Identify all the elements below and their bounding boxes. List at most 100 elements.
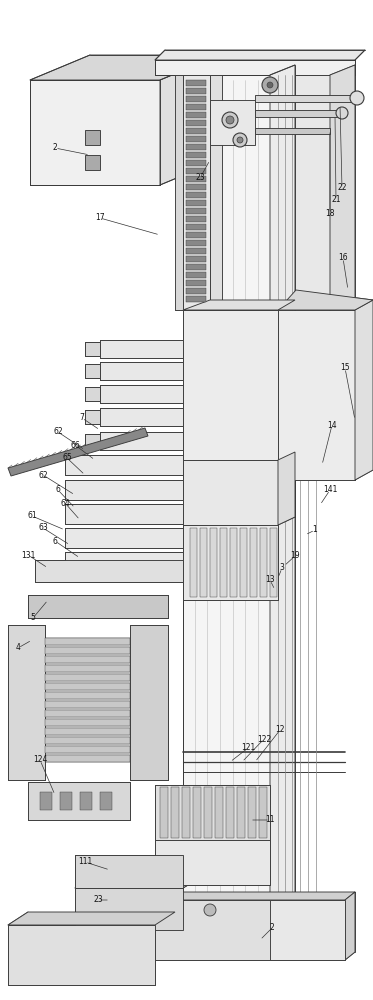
Polygon shape	[186, 224, 206, 230]
Polygon shape	[171, 787, 179, 838]
Polygon shape	[215, 787, 223, 838]
Polygon shape	[45, 683, 130, 690]
Polygon shape	[355, 300, 373, 480]
Text: 11: 11	[265, 816, 275, 824]
Polygon shape	[186, 288, 206, 294]
Polygon shape	[186, 240, 206, 246]
Text: 64: 64	[60, 498, 70, 508]
Polygon shape	[130, 625, 168, 780]
Polygon shape	[85, 342, 100, 356]
Polygon shape	[250, 528, 257, 597]
Polygon shape	[278, 310, 355, 480]
Text: 4: 4	[16, 644, 21, 652]
Polygon shape	[186, 144, 206, 150]
Polygon shape	[65, 552, 183, 572]
Polygon shape	[100, 362, 183, 380]
Circle shape	[350, 91, 364, 105]
Polygon shape	[295, 75, 330, 320]
Polygon shape	[204, 787, 212, 838]
Polygon shape	[186, 192, 206, 198]
Text: 121: 121	[241, 744, 255, 752]
Polygon shape	[175, 75, 183, 310]
Polygon shape	[183, 310, 278, 460]
Polygon shape	[186, 152, 206, 158]
Polygon shape	[183, 525, 278, 600]
Text: 6: 6	[56, 486, 60, 494]
Polygon shape	[60, 792, 72, 810]
Polygon shape	[85, 410, 100, 424]
Circle shape	[267, 82, 273, 88]
Polygon shape	[155, 840, 270, 885]
Polygon shape	[186, 120, 206, 126]
Polygon shape	[100, 340, 183, 358]
Polygon shape	[80, 792, 92, 810]
Polygon shape	[186, 128, 206, 134]
Polygon shape	[186, 168, 206, 174]
Polygon shape	[100, 408, 183, 426]
Polygon shape	[45, 728, 130, 735]
Text: 17: 17	[95, 214, 105, 223]
Polygon shape	[210, 75, 222, 310]
Circle shape	[226, 116, 234, 124]
Text: 65: 65	[62, 454, 72, 462]
Polygon shape	[182, 787, 190, 838]
Polygon shape	[45, 656, 130, 663]
Polygon shape	[278, 290, 373, 310]
Polygon shape	[186, 280, 206, 286]
Text: 5: 5	[31, 613, 35, 622]
Text: 124: 124	[33, 756, 47, 764]
Polygon shape	[40, 792, 52, 810]
Polygon shape	[220, 528, 227, 597]
Polygon shape	[45, 737, 130, 744]
Polygon shape	[248, 787, 256, 838]
Circle shape	[204, 904, 216, 916]
Polygon shape	[85, 364, 100, 378]
Polygon shape	[200, 528, 207, 597]
Polygon shape	[278, 452, 295, 525]
Polygon shape	[45, 665, 130, 672]
Text: 1: 1	[313, 526, 317, 534]
Polygon shape	[255, 128, 330, 134]
Circle shape	[262, 77, 278, 93]
Polygon shape	[8, 625, 45, 780]
Polygon shape	[45, 710, 130, 717]
Text: 21: 21	[331, 196, 341, 205]
Polygon shape	[45, 638, 130, 645]
Polygon shape	[8, 925, 155, 985]
Text: 122: 122	[257, 734, 271, 744]
Polygon shape	[155, 892, 355, 900]
Polygon shape	[260, 528, 267, 597]
Polygon shape	[183, 75, 210, 310]
Text: 63: 63	[38, 524, 48, 532]
Polygon shape	[226, 787, 234, 838]
Text: 7: 7	[79, 414, 84, 422]
Circle shape	[222, 112, 238, 128]
Text: 62: 62	[53, 428, 63, 436]
Polygon shape	[240, 528, 247, 597]
Text: 16: 16	[338, 253, 348, 262]
Polygon shape	[100, 385, 183, 403]
Text: 66: 66	[70, 440, 80, 450]
Polygon shape	[186, 272, 206, 278]
Polygon shape	[45, 701, 130, 708]
Polygon shape	[330, 65, 355, 320]
Polygon shape	[45, 674, 130, 681]
Polygon shape	[186, 256, 206, 262]
Polygon shape	[100, 792, 112, 810]
Polygon shape	[186, 96, 206, 102]
Polygon shape	[45, 755, 130, 762]
Text: 23: 23	[93, 896, 103, 904]
Text: 22: 22	[337, 184, 347, 192]
Polygon shape	[65, 455, 183, 475]
Polygon shape	[8, 428, 148, 476]
Polygon shape	[45, 647, 130, 654]
Polygon shape	[190, 528, 197, 597]
Polygon shape	[186, 104, 206, 110]
Circle shape	[336, 107, 348, 119]
Polygon shape	[183, 300, 295, 310]
Polygon shape	[155, 60, 355, 75]
Polygon shape	[186, 136, 206, 142]
Polygon shape	[186, 264, 206, 270]
Polygon shape	[230, 528, 237, 597]
Polygon shape	[85, 155, 100, 170]
